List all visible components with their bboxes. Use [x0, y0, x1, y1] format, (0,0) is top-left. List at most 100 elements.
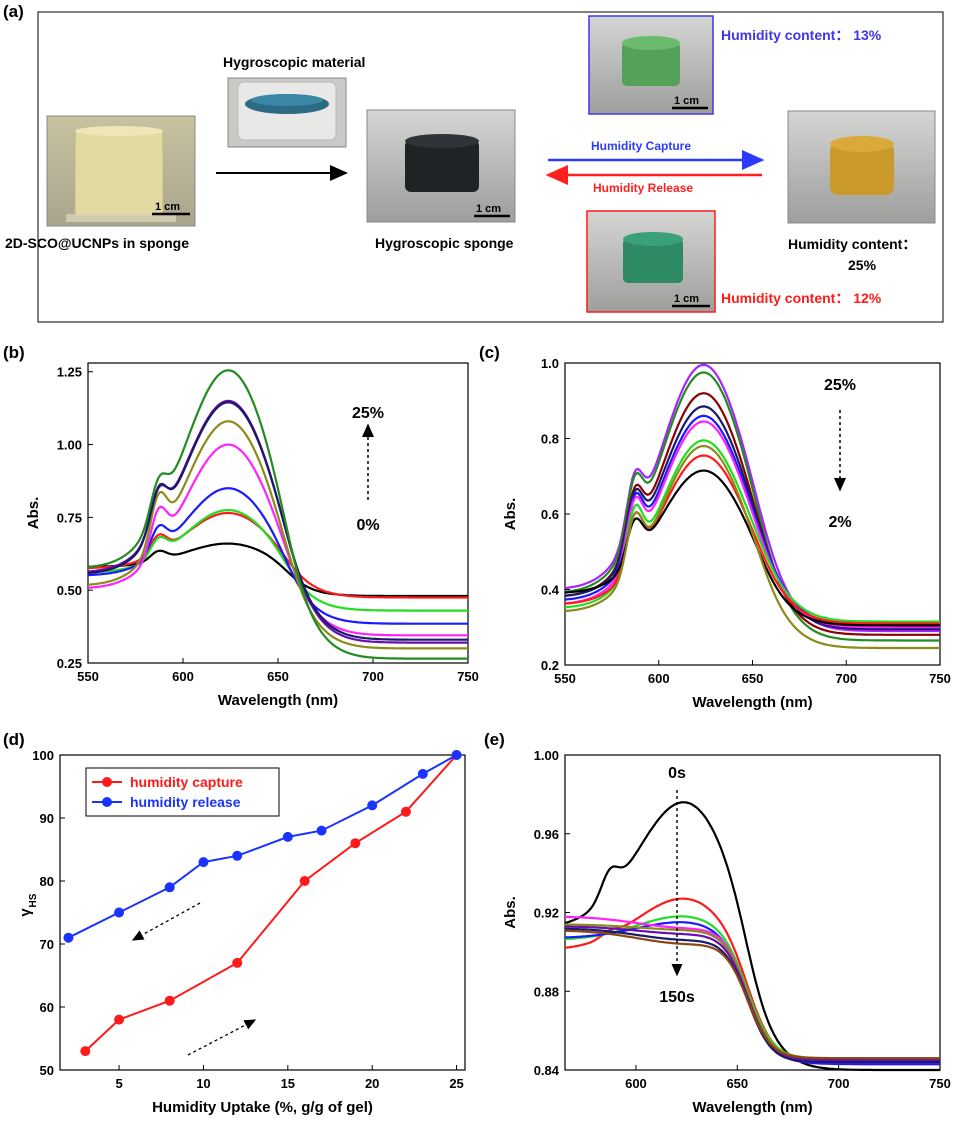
data-point [232, 957, 243, 968]
scale-bar-label: 1 cm [476, 203, 501, 215]
data-point [417, 768, 428, 779]
data-point [367, 800, 378, 811]
y-tick-label: 0.8 [541, 432, 559, 447]
x-tick-label: 25 [449, 1076, 463, 1091]
annotation-top: 25% [824, 377, 856, 394]
x-tick-label: 600 [172, 669, 194, 684]
y-axis-title: Abs. [502, 896, 519, 929]
spectrum-line-5 [564, 420, 940, 629]
spectrum-line-3 [88, 487, 468, 625]
spectrum-line-2 [87, 509, 468, 612]
x-axis-title: Humidity Uptake (%, g/g of gel) [152, 1099, 373, 1116]
x-tick-label: 600 [625, 1076, 647, 1091]
annotation-bottom: 150s [659, 989, 695, 1006]
series-line-1 [67, 754, 458, 939]
data-point [80, 1046, 91, 1057]
release-trend-arrow [131, 902, 201, 941]
photo-humidity-12: 1 cm [586, 210, 716, 313]
x-tick-label: 700 [835, 671, 857, 686]
x-tick-label: 750 [457, 669, 479, 684]
y-tick-label: 90 [40, 811, 54, 826]
charts-layer: 550 600 650 700 750 0.25 0.50 0.75 1.00 1.25 Wavel… [17, 356, 951, 1116]
spectrum-line-0 [564, 801, 940, 1072]
y-tick-label: 0.75 [57, 510, 82, 525]
x-tick-label: 10 [196, 1076, 210, 1091]
x-tick-label: 600 [648, 671, 670, 686]
photo-hygroscopic-sponge: 1 cm [366, 109, 516, 223]
y-tick-label: 50 [40, 1063, 54, 1078]
x-axis-title: Wavelength (nm) [692, 694, 812, 711]
spectrum-line-8 [87, 369, 468, 660]
legend-marker [102, 797, 112, 807]
spectrum-line-1 [564, 897, 940, 1066]
spectrum-line-0 [88, 542, 468, 598]
plot-frame [59, 754, 466, 1071]
scale-bar-label: 1 cm [674, 95, 699, 107]
photo-sponge: 1 cm [46, 115, 196, 227]
spectrum-line-6 [565, 925, 940, 1062]
panel-a-frame [37, 11, 944, 323]
y-tick-label: 1.25 [57, 365, 82, 380]
y-axis-title: Abs. [502, 498, 519, 531]
data-point [232, 850, 243, 861]
spectrum-line-4 [565, 915, 940, 1064]
y-tick-label: 80 [40, 874, 54, 889]
legend-marker [102, 777, 112, 787]
chart-b: 550 600 650 700 750 0.25 0.50 0.75 1.00 1.25 Wavel… [25, 362, 479, 709]
y-tick-label: 0.2 [541, 658, 559, 673]
chart-d: 5 10 15 20 25 50 60 70 80 90 100 Humidity Uptake (%… [17, 748, 466, 1116]
annotation-top: 25% [352, 405, 384, 422]
y-tick-label: 0.4 [541, 583, 560, 598]
x-tick-label: 650 [742, 671, 764, 686]
y-axis-title: γ [17, 908, 34, 917]
annotation-bottom: 0% [356, 517, 379, 534]
panel-d-letter: (d) [3, 730, 25, 749]
data-point [350, 838, 361, 849]
y-tick-label: 0.25 [57, 656, 82, 671]
x-tick-label: 700 [828, 1076, 850, 1091]
x-axis-title: Wavelength (nm) [218, 692, 338, 709]
y-tick-label: 1.0 [541, 356, 559, 371]
legend-label: humidity release [130, 794, 241, 810]
capture-trend-arrow [187, 1019, 257, 1056]
data-point [451, 750, 462, 760]
series-line-0 [84, 754, 458, 1052]
spectrum-line-5 [87, 420, 468, 650]
y-axis-title-subscript: HS [28, 893, 39, 907]
y-tick-label: 0.96 [534, 827, 559, 842]
spectrum-line-6 [87, 399, 468, 644]
hygroscopic-sponge-caption: Hygroscopic sponge [375, 235, 514, 251]
y-tick-label: 1.00 [534, 748, 559, 763]
humidity-12-label: Humidity content： 12% [721, 290, 882, 306]
y-tick-label: 100 [32, 748, 54, 763]
x-tick-label: 650 [726, 1076, 748, 1091]
legend-box [85, 767, 280, 817]
release-label: Humidity Release [593, 181, 693, 195]
spectrum-line-4 [87, 443, 468, 637]
y-tick-label: 0.88 [534, 984, 559, 999]
x-tick-label: 550 [554, 671, 576, 686]
y-tick-label: 70 [40, 937, 54, 952]
spectrum-line-9 [564, 444, 940, 650]
spectrum-line-2 [564, 915, 940, 1062]
scale-bar-label: 1 cm [674, 293, 699, 305]
spectrum-line-7 [564, 927, 940, 1064]
capture-label: Humidity Capture [591, 139, 691, 153]
y-tick-label: 0.84 [534, 1063, 560, 1078]
y-tick-label: 60 [40, 1000, 54, 1015]
data-point [282, 831, 293, 842]
x-tick-label: 15 [281, 1076, 295, 1091]
x-tick-label: 650 [267, 669, 289, 684]
panel-e-letter: (e) [484, 730, 505, 749]
panel-b-letter: (b) [3, 343, 25, 362]
legend-label: humidity capture [130, 774, 243, 790]
photo-hygroscopic-material [227, 77, 347, 148]
legend: humidity capture humidity release [85, 767, 280, 817]
y-tick-label: 0.50 [57, 583, 82, 598]
data-point [198, 857, 209, 868]
spectrum-line-8 [565, 929, 940, 1060]
spectrum-line-1 [87, 511, 468, 599]
scale-bar-label: 1 cm [155, 201, 180, 213]
spectrum-line-1 [564, 371, 940, 642]
y-tick-label: 0.92 [534, 906, 559, 921]
